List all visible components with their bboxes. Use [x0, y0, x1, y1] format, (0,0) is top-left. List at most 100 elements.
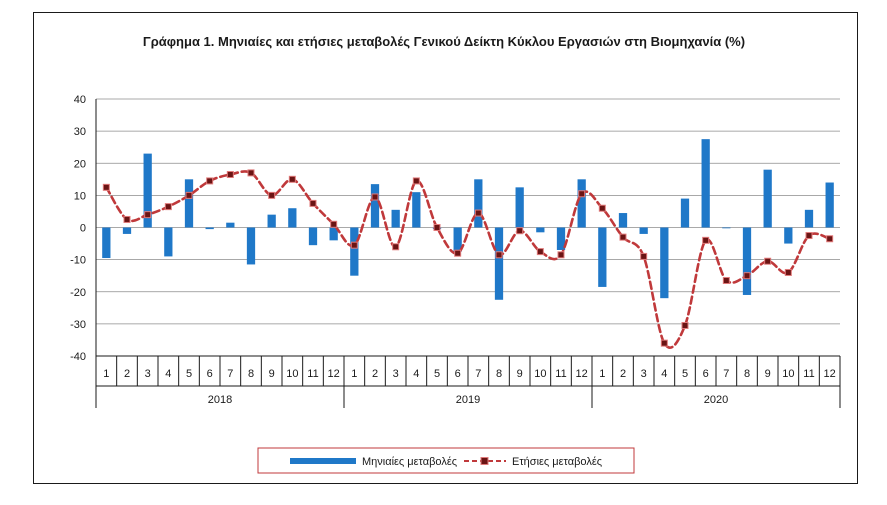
chart-title: Γράφημα 1. Μηνιαίες και ετήσιες μεταβολέ…	[143, 34, 745, 49]
month-tick-label: 12	[576, 368, 588, 380]
month-tick-label: 10	[534, 368, 546, 380]
bar	[680, 198, 690, 228]
bar	[164, 227, 173, 257]
month-tick-label: 8	[496, 368, 502, 380]
line-point	[350, 241, 358, 249]
bar	[205, 227, 214, 230]
month-tick-label: 11	[803, 368, 814, 380]
y-tick-label: -40	[70, 351, 86, 363]
line-point	[826, 235, 834, 243]
month-tick-label: 10	[286, 368, 298, 380]
line-point	[433, 224, 441, 231]
line-point	[247, 169, 255, 177]
legend: Μηνιαίες μεταβολές Ετήσιες μεταβολές	[257, 447, 635, 474]
bar	[143, 153, 152, 228]
line-point	[702, 236, 710, 244]
month-tick-label: 1	[103, 368, 109, 380]
month-tick-label: 7	[475, 368, 481, 380]
y-tick-label: -20	[70, 287, 86, 299]
month-tick-label: 3	[145, 368, 151, 380]
month-tick-label: 1	[599, 368, 605, 380]
bar	[391, 209, 400, 228]
month-tick-label: 1	[351, 368, 357, 380]
bar	[598, 227, 607, 287]
line-point	[392, 243, 400, 251]
bar	[308, 227, 318, 246]
line-point	[474, 209, 482, 217]
line-point	[164, 203, 172, 211]
line-point	[102, 183, 110, 191]
bar	[412, 192, 421, 228]
y-tick-label: 40	[74, 94, 86, 106]
bar	[370, 184, 380, 228]
month-tick-label: 12	[824, 368, 836, 380]
legend-box	[257, 447, 635, 474]
month-tick-label: 5	[186, 368, 192, 380]
line-point	[268, 191, 276, 199]
bar	[474, 179, 483, 228]
bar	[763, 169, 772, 228]
line-point	[784, 268, 792, 276]
y-tick-label: 20	[74, 158, 86, 170]
bar	[742, 227, 752, 295]
chart-frame	[33, 12, 858, 484]
bar	[804, 209, 814, 228]
month-tick-label: 10	[782, 368, 794, 380]
bar	[784, 227, 793, 244]
bar	[226, 222, 235, 228]
bar	[639, 227, 648, 234]
y-tick-label: 10	[74, 190, 86, 202]
line-point	[412, 177, 420, 185]
monthly-bars	[102, 139, 834, 300]
bar	[288, 208, 297, 228]
line-point	[743, 272, 751, 280]
annual-line	[102, 169, 834, 349]
legend-bar-swatch	[290, 458, 356, 464]
year-label: 2019	[456, 394, 480, 406]
bar	[536, 227, 545, 233]
month-tick-label: 6	[455, 368, 461, 380]
line-point	[764, 257, 772, 265]
line-point	[598, 204, 606, 212]
month-tick-label: 6	[703, 368, 709, 380]
line-point	[226, 170, 234, 178]
legend-marker-swatch	[480, 457, 489, 465]
bar	[618, 213, 628, 228]
bar	[494, 227, 504, 300]
y-tick-label: 0	[80, 223, 86, 235]
month-tick-label: 2	[372, 368, 378, 380]
line-point	[123, 215, 131, 223]
bar	[701, 139, 710, 228]
bar	[350, 227, 359, 276]
line-point	[619, 233, 627, 241]
month-tick-label: 5	[682, 368, 688, 380]
legend-label-monthly: Μηνιαίες μεταβολές	[362, 456, 457, 468]
line-point	[805, 232, 813, 240]
bar	[184, 179, 194, 228]
line-point	[660, 339, 668, 347]
bar	[102, 227, 111, 259]
line-point	[185, 191, 193, 199]
y-tick-label: -30	[70, 319, 86, 331]
month-tick-label: 3	[393, 368, 399, 380]
bar	[825, 182, 834, 228]
bar	[660, 227, 669, 299]
month-tick-label: 4	[661, 368, 667, 380]
bar	[577, 179, 586, 228]
month-tick-label: 8	[248, 368, 254, 380]
bar	[329, 227, 338, 241]
month-tick-label: 9	[269, 368, 275, 380]
month-tick-label: 2	[620, 368, 626, 380]
line-point	[578, 190, 586, 198]
bar	[453, 227, 462, 252]
line-point	[495, 251, 503, 259]
y-tick-label: -10	[70, 255, 86, 267]
month-tick-label: 4	[413, 368, 419, 380]
bar	[722, 227, 731, 229]
line-point	[288, 175, 296, 183]
month-tick-label: 9	[765, 368, 771, 380]
line-point	[371, 193, 379, 201]
year-label: 2018	[208, 394, 232, 406]
